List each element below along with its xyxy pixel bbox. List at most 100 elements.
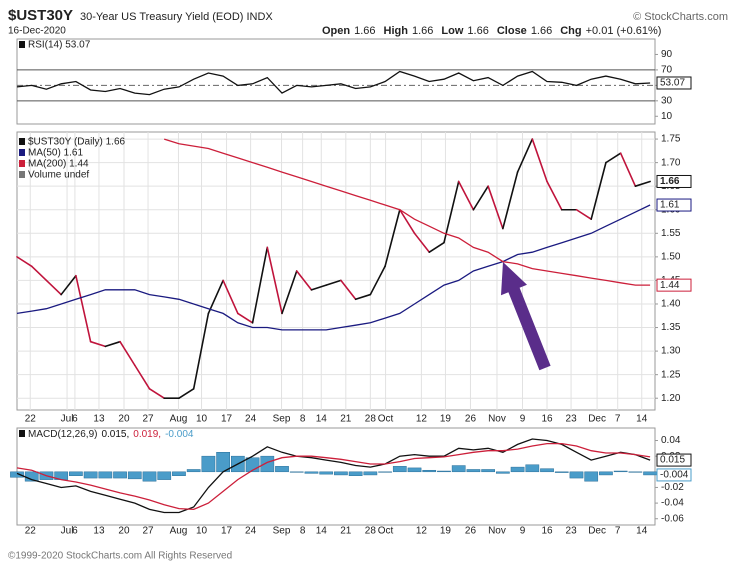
y-tick-label: 1.40 xyxy=(661,299,681,310)
x-tick-label: Nov xyxy=(488,526,506,537)
price-segment xyxy=(472,185,489,211)
histogram-bar xyxy=(392,466,407,473)
legend-entry: 0.019, xyxy=(133,429,161,440)
y-tick-label: 0.04 xyxy=(661,435,681,446)
y-tick-label: 30 xyxy=(661,95,673,106)
histogram-bar xyxy=(378,471,392,473)
x-tick-label: 13 xyxy=(93,526,105,537)
panel-frame xyxy=(16,427,656,526)
y-tick-label: 1.70 xyxy=(661,157,681,168)
histogram-bar xyxy=(510,466,525,473)
end-label: 53.07 xyxy=(660,78,685,89)
x-tick-label: 28 xyxy=(365,414,377,425)
panel-frame xyxy=(16,38,656,125)
x-tick-label: 27 xyxy=(142,526,154,537)
x-tick-label: 10 xyxy=(196,526,208,537)
histogram-bar xyxy=(554,471,569,473)
price-segment xyxy=(443,180,460,244)
y-tick-label: 1.55 xyxy=(661,228,681,239)
price-segment xyxy=(266,246,283,315)
histogram-bar xyxy=(98,471,113,479)
price-segment xyxy=(531,138,548,183)
quote-value: 1.66 xyxy=(412,25,433,37)
x-tick-label: Oct xyxy=(378,414,394,425)
histogram-bar xyxy=(584,471,599,482)
legend-entry: -0.004 xyxy=(165,429,194,440)
quote-label: Open xyxy=(322,25,350,37)
series-line xyxy=(16,438,651,514)
histogram-bar xyxy=(643,471,657,476)
price-segment xyxy=(251,246,269,324)
price-segment xyxy=(192,312,210,390)
histogram-bar xyxy=(10,471,24,478)
quote-value: 1.66 xyxy=(467,25,488,37)
x-tick-label: Aug xyxy=(170,414,188,425)
quote-value: +0.01 (+0.61%) xyxy=(586,25,662,37)
end-label-box xyxy=(656,453,692,467)
price-segment xyxy=(398,208,416,235)
price-segment xyxy=(104,340,121,348)
x-tick-label: Jul xyxy=(61,526,74,537)
x-tick-label: 17 xyxy=(221,414,233,425)
legend-entry: Volume undef xyxy=(28,170,89,181)
x-tick-label: 27 xyxy=(142,414,154,425)
price-segment xyxy=(281,270,298,315)
price-segment xyxy=(325,279,342,286)
histogram-bar xyxy=(334,471,348,476)
y-tick-label: 10 xyxy=(661,111,673,122)
x-tick-label: 21 xyxy=(340,414,352,425)
legend-swatch xyxy=(19,160,25,167)
histogram-bar xyxy=(466,469,481,473)
x-tick-label: 17 xyxy=(221,526,233,537)
footer: ©1999-2020 StockCharts.com All Rights Re… xyxy=(8,551,232,562)
x-tick-label: 7 xyxy=(615,414,621,425)
histogram-bar xyxy=(407,467,422,473)
histogram-bar xyxy=(275,466,289,473)
price-segment xyxy=(178,387,195,400)
price-segment xyxy=(369,265,386,296)
y-tick-label: -0.06 xyxy=(661,513,684,524)
x-tick-label: 24 xyxy=(245,526,257,537)
x-tick-label: Jul xyxy=(61,414,74,425)
copyright: © StockCharts.com xyxy=(633,11,728,23)
price-segment xyxy=(457,180,475,211)
x-tick-label: 14 xyxy=(316,526,328,537)
x-tick-label: 28 xyxy=(365,526,377,537)
histogram-bar xyxy=(569,471,584,479)
annotation-arrow xyxy=(501,262,551,371)
legend-entry: $UST30Y (Daily) 1.66 xyxy=(28,137,126,148)
histogram-bar xyxy=(142,471,157,482)
x-tick-label: 10 xyxy=(196,414,208,425)
histogram-bar xyxy=(113,471,127,479)
price-segment xyxy=(119,340,136,367)
symbol: $UST30Y xyxy=(8,7,73,24)
x-tick-label: 22 xyxy=(25,414,37,425)
price-segment xyxy=(295,270,313,291)
price-segment xyxy=(340,279,357,301)
histogram-bar xyxy=(319,471,334,475)
end-label: 0.015 xyxy=(660,455,685,466)
price-segment xyxy=(89,340,107,348)
panel-frame xyxy=(16,131,656,411)
end-label-box xyxy=(656,76,692,90)
price-segment xyxy=(502,171,519,230)
quote-value: 1.66 xyxy=(531,25,552,37)
end-label-box xyxy=(656,198,692,212)
x-tick-label: 14 xyxy=(636,526,648,537)
series-line xyxy=(16,70,651,96)
price-segment xyxy=(310,284,327,291)
legend-entry: MA(50) 1.61 xyxy=(28,148,83,159)
x-tick-label: 8 xyxy=(300,526,306,537)
end-label: 1.66 xyxy=(660,176,680,187)
y-tick-label: 1.75 xyxy=(661,134,681,145)
histogram-bar xyxy=(69,471,83,476)
y-tick-label: 1.25 xyxy=(661,369,681,380)
x-tick-label: 7 xyxy=(615,526,621,537)
x-tick-label: Oct xyxy=(378,526,394,537)
price-segment xyxy=(619,152,637,187)
x-tick-label: 19 xyxy=(440,526,452,537)
x-tick-label: 26 xyxy=(465,414,477,425)
price-segment xyxy=(75,274,92,343)
